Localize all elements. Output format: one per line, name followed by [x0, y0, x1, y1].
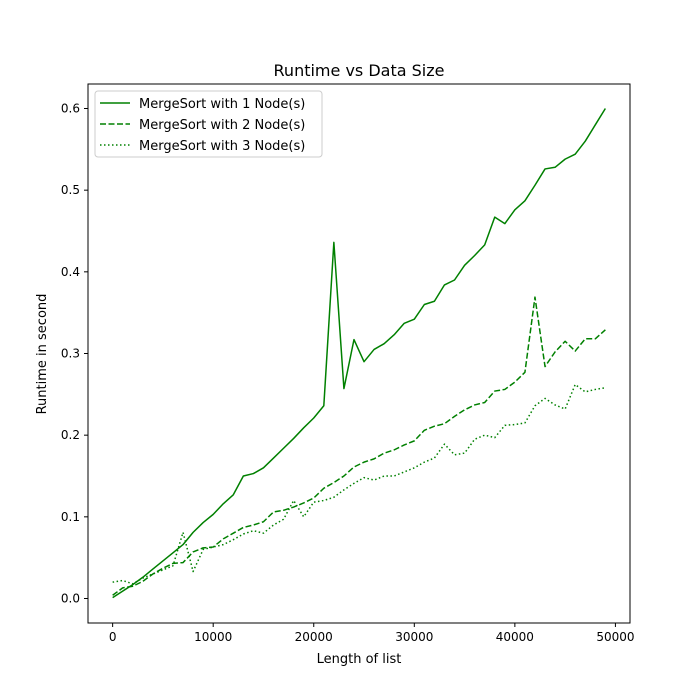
series-lines	[112, 108, 606, 599]
y-axis-label: Runtime in second	[35, 294, 50, 415]
x-tick-label: 0	[109, 630, 117, 644]
y-tick-label: 0.1	[61, 510, 80, 524]
y-tick-label: 0.3	[61, 347, 80, 361]
y-tick-label: 0.5	[61, 183, 80, 197]
x-tick-label: 30000	[395, 630, 433, 644]
series-line-1	[112, 108, 606, 599]
y-tick-label: 0.2	[61, 428, 80, 442]
legend-box	[94, 90, 323, 158]
x-tick-label: 50000	[596, 630, 634, 644]
plot-area: 0 10000 20000 30000 40000 50000 0.00.10.20.30…	[61, 83, 635, 644]
legend-label-2: MergeSort with 2 Node(s)	[139, 118, 305, 133]
x-tick-label: 40000	[496, 630, 534, 644]
legend-label-3: MergeSort with 3 Node(s)	[139, 139, 305, 154]
chart-title: Runtime vs Data Size	[274, 61, 445, 80]
x-axis-ticks: 0 10000 20000 30000 40000 50000	[109, 623, 635, 644]
series-line-3	[112, 383, 606, 585]
y-tick-label: 0.4	[61, 265, 80, 279]
x-tick-label: 20000	[295, 630, 333, 644]
x-axis-label: Length of list	[317, 652, 402, 667]
series-line-2	[112, 296, 606, 596]
y-tick-label: 0.6	[61, 102, 80, 116]
y-axis-ticks: 0.0 0.1 0.2 0.3 0.4 0.5 0.6	[61, 102, 88, 606]
legend: MergeSort with 1 Node(s) MergeSort with 2…	[94, 90, 323, 158]
x-tick-label: 10000	[194, 630, 232, 644]
legend-label-1: MergeSort with 1 Node(s)	[139, 97, 305, 112]
y-tick-label: 0.0	[61, 592, 80, 606]
